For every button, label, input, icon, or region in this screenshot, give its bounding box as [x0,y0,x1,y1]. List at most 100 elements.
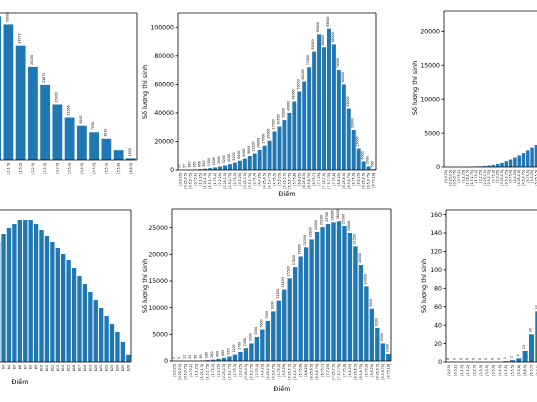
x-tick-label: [0.25,0.5) [178,364,182,380]
bar-value-label: 39830 [5,12,9,22]
x-tick-label: [4.25,4.5) [517,170,521,186]
x-tick-label: [3.25,3.5) [500,170,504,186]
x-tick-label: [7.5,7.75) [327,173,331,189]
bar [271,311,276,361]
bar [528,334,535,362]
bar-value-label: 72000 [306,55,310,65]
x-tick-label: [9.5,9.75) [381,364,385,380]
x-tick-label: [1.5,1.75) [208,173,212,189]
bar [125,158,136,160]
x-tick-label: [6.75,7) [321,364,325,377]
bar-value-label: 15800 [54,92,58,102]
bar [358,265,364,361]
x-tick-label: [2.5,2.75) [487,170,491,186]
x-tick-label: [3.25,3.5) [244,364,248,380]
bar-value-label: 7558 [91,122,95,130]
x-tick-label: [1.5,1.75) [470,170,474,186]
bar-value-label: 24200 [314,220,318,230]
x-tick-label: b3 [2,365,6,369]
x-tick-label: [8,8.25) [337,173,341,186]
bar [265,321,270,361]
bar [33,224,39,362]
bar [517,155,521,167]
x-tick-label: b15 [67,365,71,371]
bar-value-label: 26200 [336,209,340,219]
x-tick-label: [2.5,2.75) [228,173,232,189]
bar-value-label: 5 [177,357,181,359]
bar [254,337,260,361]
x-tick-label: [0.5,0.75) [188,173,192,189]
bar [336,70,341,170]
x-tick-label: b9 [34,365,38,369]
bar-value-label: 28130 [30,55,34,65]
bar [287,278,292,361]
bar [491,164,496,167]
y-tick-label: 140 [430,230,442,237]
y-tick-label: 20 [434,341,442,348]
x-tick-label: [5.25,5.5) [288,364,292,380]
x-tick-label: [7,7.25) [317,173,321,186]
bar-value-label: 25 [188,355,192,359]
bar-value-label: 2 [510,356,514,358]
bar [228,164,232,170]
x-tick-label: [1.5,2) [466,365,470,376]
bar [282,289,287,361]
x-tick-label: [4.25,4.5) [263,173,267,189]
x-tick-label: [9,9.25) [370,364,374,377]
bar-value-label: 4500 [254,327,258,335]
x-tick-label: [3.25,3.5) [243,173,247,189]
bar [282,120,287,170]
x-tick-label: [3.5,4) [68,163,72,174]
bar [508,159,513,167]
bar-value-label: 4 [516,354,520,356]
y-tick-label: 10000 [148,305,168,312]
bar-value-label: 9800 [369,299,373,307]
x-tick-label: [0.5,0.75) [453,170,457,186]
bar-value-label: 500 [371,161,375,167]
x-tick-label: b12 [50,365,54,371]
x-tick-label: [7.75,8) [332,173,336,186]
x-tick-label: b20 [94,365,98,371]
bar [347,233,353,361]
bar [257,150,262,170]
bar [314,231,320,361]
bar [223,165,228,170]
bar-value-label: 43000 [346,96,350,106]
x-tick-label: [4.75,5) [526,170,530,183]
x-tick-label: [5,5.25) [282,364,286,377]
x-tick-label: [6.25,6.5) [302,173,306,189]
bar-value-label: 1500 [128,148,132,156]
x-tick-label: [7.25,7.5) [322,173,326,189]
bar [534,144,537,167]
bar [521,153,526,167]
y-tick-label: 25000 [148,225,168,232]
x-tick-label: [4,4.5) [80,163,84,174]
bar [120,342,126,362]
x-tick-label: [0.25,0.5) [183,173,187,189]
bar [203,168,208,170]
bar [28,220,33,362]
y-tick-label: 60000 [154,82,174,89]
x-tick-label: [9,9.25) [357,173,361,186]
y-tick-label: 160 [430,212,442,219]
y-tick-label: 5000 [424,130,440,137]
bar-value-label: 50 [194,355,198,359]
bar [0,16,2,160]
y-axis-title: Số lượng thí sinh [141,65,149,119]
bar-value-label: 0 [491,358,495,360]
bar-value-label: 6000 [361,151,365,159]
x-tick-label: [1,1.25) [461,170,465,183]
x-tick-label: [6,6.5) [523,365,527,376]
bar-value-label: 18000 [358,253,362,263]
x-tick-label: [6.75,7) [312,173,316,186]
bar [260,329,265,361]
bar-value-label: 0 [465,358,469,360]
bar-value-label: 9300 [270,301,274,309]
chart-panel-6: 00000000012412305565122140[0,0.5)[0.5,1)… [420,209,537,376]
bar [101,138,112,160]
bar-value-label: 400 [216,351,220,357]
bar [287,112,292,170]
x-tick-label: [1.75,2) [213,173,217,186]
bar [277,126,282,170]
